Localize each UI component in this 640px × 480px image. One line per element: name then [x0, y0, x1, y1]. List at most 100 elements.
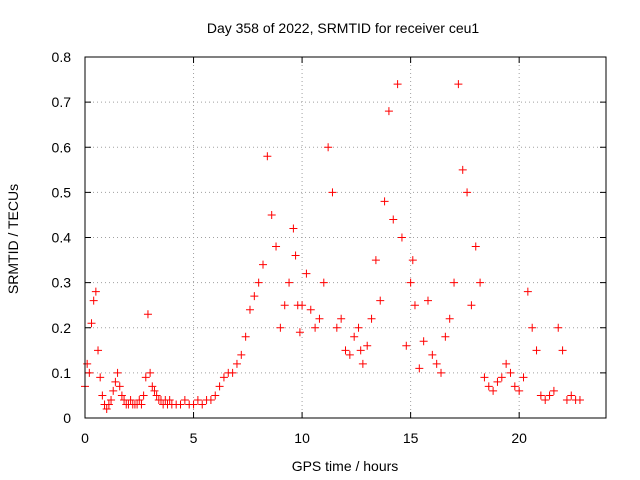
data-point — [298, 301, 307, 310]
y-tick-label: 0.1 — [52, 365, 72, 381]
data-point — [467, 301, 476, 310]
data-point — [109, 386, 118, 395]
data-point — [471, 242, 480, 251]
data-point — [89, 296, 98, 305]
data-point — [536, 391, 545, 400]
data-point — [263, 152, 272, 161]
data-point — [454, 80, 463, 89]
data-point — [450, 278, 459, 287]
data-point — [306, 305, 315, 314]
x-tick-label: 10 — [294, 430, 310, 446]
data-point — [506, 368, 515, 377]
data-point — [397, 233, 406, 242]
data-point — [85, 368, 94, 377]
y-tick-label: 0.6 — [52, 139, 72, 155]
data-point — [228, 368, 237, 377]
data-point — [367, 314, 376, 323]
data-point — [545, 391, 554, 400]
data-point — [376, 296, 385, 305]
data-point — [415, 364, 424, 373]
data-point — [104, 400, 113, 409]
data-point — [102, 404, 111, 413]
data-point — [441, 332, 450, 341]
data-point — [549, 386, 558, 395]
data-point — [354, 323, 363, 332]
data-point — [345, 350, 354, 359]
data-point — [493, 377, 502, 386]
data-point — [393, 80, 402, 89]
data-point — [107, 395, 116, 404]
data-point — [289, 224, 298, 233]
y-tick-label: 0.8 — [52, 49, 72, 65]
data-point — [215, 382, 224, 391]
data-point — [428, 350, 437, 359]
y-axis-label: SRMTID / TECUs — [5, 184, 21, 294]
data-point — [558, 346, 567, 355]
data-point — [137, 400, 146, 409]
data-point — [476, 278, 485, 287]
data-point — [319, 278, 328, 287]
data-point — [180, 395, 189, 404]
y-tick-label: 0.3 — [52, 275, 72, 291]
data-point — [510, 382, 519, 391]
data-point — [250, 292, 259, 301]
data-point — [356, 346, 365, 355]
data-point — [148, 382, 157, 391]
data-point — [358, 359, 367, 368]
x-tick-label: 20 — [511, 430, 527, 446]
data-point — [150, 386, 159, 395]
data-point — [528, 323, 537, 332]
data-point — [135, 395, 144, 404]
data-point — [445, 314, 454, 323]
data-point — [280, 301, 289, 310]
data-point — [146, 368, 155, 377]
x-tick-label: 0 — [81, 430, 89, 446]
data-point — [484, 382, 493, 391]
data-point — [96, 373, 105, 382]
data-point — [176, 400, 185, 409]
data-point — [193, 395, 202, 404]
data-point — [371, 256, 380, 265]
data-point — [410, 301, 419, 310]
data-point — [408, 256, 417, 265]
data-point — [337, 314, 346, 323]
data-point — [259, 260, 268, 269]
data-point — [363, 341, 372, 350]
data-point — [532, 346, 541, 355]
data-point — [115, 382, 124, 391]
data-point — [139, 391, 148, 400]
data-point — [541, 395, 550, 404]
y-tick-label: 0.5 — [52, 184, 72, 200]
data-point — [87, 319, 96, 328]
y-tick-label: 0.7 — [52, 94, 72, 110]
data-point — [91, 287, 100, 296]
y-tick-label: 0 — [63, 410, 71, 426]
data-point — [245, 305, 254, 314]
data-point — [237, 350, 246, 359]
data-point — [152, 391, 161, 400]
data-point — [241, 332, 250, 341]
data-point — [126, 395, 135, 404]
data-point — [232, 359, 241, 368]
data-point — [94, 346, 103, 355]
data-point — [384, 107, 393, 116]
data-point — [497, 373, 506, 382]
data-point — [117, 391, 126, 400]
data-point — [519, 373, 528, 382]
plot-frame — [84, 56, 607, 419]
data-point — [389, 215, 398, 224]
data-point — [272, 242, 281, 251]
data-point — [554, 323, 563, 332]
data-point — [315, 314, 324, 323]
data-point — [567, 391, 576, 400]
data-point — [267, 210, 276, 219]
data-point — [254, 278, 263, 287]
data-point — [463, 188, 472, 197]
data-point — [113, 368, 122, 377]
data-point — [219, 373, 228, 382]
data-point — [291, 251, 300, 260]
data-point — [423, 296, 432, 305]
data-point — [341, 346, 350, 355]
